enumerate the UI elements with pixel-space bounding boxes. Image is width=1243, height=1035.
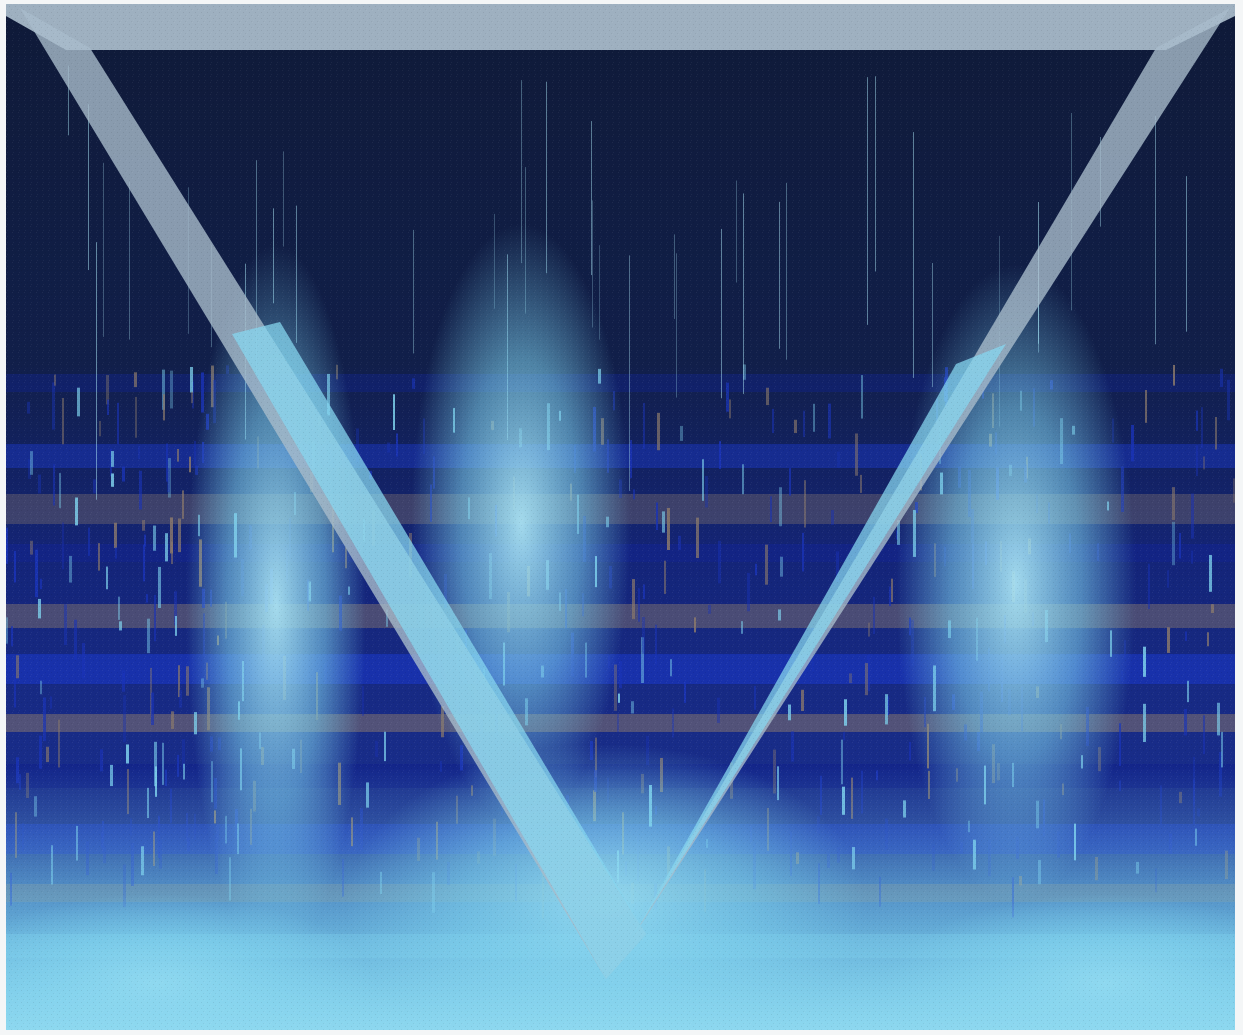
texture-overlay xyxy=(6,4,1235,1030)
artwork-canvas xyxy=(6,4,1235,1030)
woven-spectrogram-artwork xyxy=(6,4,1235,1030)
